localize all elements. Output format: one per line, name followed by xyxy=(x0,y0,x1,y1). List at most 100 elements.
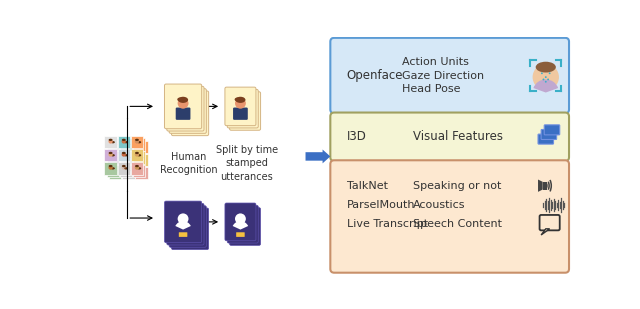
Circle shape xyxy=(135,165,139,170)
Bar xyxy=(131,149,143,161)
FancyBboxPatch shape xyxy=(330,160,569,273)
Circle shape xyxy=(126,170,131,174)
Bar xyxy=(104,149,117,161)
Circle shape xyxy=(126,157,131,161)
Bar xyxy=(109,154,122,166)
FancyBboxPatch shape xyxy=(164,84,202,129)
Polygon shape xyxy=(538,180,543,192)
Ellipse shape xyxy=(111,141,115,143)
Bar xyxy=(118,136,130,148)
Circle shape xyxy=(122,152,126,157)
FancyBboxPatch shape xyxy=(225,203,256,241)
Text: I3D: I3D xyxy=(347,130,367,143)
Ellipse shape xyxy=(124,154,128,156)
Ellipse shape xyxy=(124,141,128,143)
FancyBboxPatch shape xyxy=(167,86,204,131)
Ellipse shape xyxy=(140,143,143,146)
Circle shape xyxy=(140,144,144,148)
Bar xyxy=(136,141,148,153)
Circle shape xyxy=(178,214,189,224)
Bar xyxy=(122,141,134,153)
FancyBboxPatch shape xyxy=(538,134,554,144)
Circle shape xyxy=(108,165,113,170)
Ellipse shape xyxy=(109,139,113,141)
FancyBboxPatch shape xyxy=(167,203,204,245)
Polygon shape xyxy=(543,182,547,189)
Circle shape xyxy=(137,155,141,159)
Ellipse shape xyxy=(127,143,131,146)
Bar xyxy=(136,167,148,179)
Text: Head Pose: Head Pose xyxy=(402,84,460,95)
FancyBboxPatch shape xyxy=(330,112,569,161)
FancyBboxPatch shape xyxy=(227,205,259,243)
Ellipse shape xyxy=(135,152,139,154)
Ellipse shape xyxy=(127,156,131,159)
Circle shape xyxy=(108,139,113,144)
Circle shape xyxy=(545,76,547,78)
Wedge shape xyxy=(233,221,248,230)
Ellipse shape xyxy=(113,170,117,172)
Circle shape xyxy=(124,142,128,146)
FancyBboxPatch shape xyxy=(169,89,206,133)
FancyBboxPatch shape xyxy=(236,232,244,237)
Circle shape xyxy=(137,142,141,146)
FancyBboxPatch shape xyxy=(230,208,260,245)
Ellipse shape xyxy=(124,167,128,170)
Circle shape xyxy=(111,168,115,172)
FancyBboxPatch shape xyxy=(230,92,260,130)
Bar xyxy=(107,138,119,151)
Text: ParselMouth: ParselMouth xyxy=(347,200,415,210)
Bar xyxy=(131,162,143,175)
Text: Speaking or not: Speaking or not xyxy=(413,181,502,191)
Bar xyxy=(107,151,119,164)
Circle shape xyxy=(111,155,115,159)
Circle shape xyxy=(547,78,549,80)
Circle shape xyxy=(543,78,545,80)
FancyBboxPatch shape xyxy=(172,91,209,136)
Polygon shape xyxy=(541,229,550,235)
Text: Acoustics: Acoustics xyxy=(413,200,466,210)
FancyBboxPatch shape xyxy=(179,232,188,237)
Circle shape xyxy=(122,165,126,170)
Bar xyxy=(122,154,134,166)
Circle shape xyxy=(235,98,246,109)
Bar xyxy=(107,164,119,177)
Text: Speech Content: Speech Content xyxy=(413,219,502,229)
FancyBboxPatch shape xyxy=(233,108,248,120)
FancyBboxPatch shape xyxy=(544,125,560,135)
Text: Human
Recognition: Human Recognition xyxy=(160,152,218,175)
Bar xyxy=(120,151,132,164)
Circle shape xyxy=(140,157,144,161)
Circle shape xyxy=(108,152,113,157)
Ellipse shape xyxy=(111,167,115,170)
Text: Gaze Direction: Gaze Direction xyxy=(402,70,484,81)
Circle shape xyxy=(124,155,128,159)
Ellipse shape xyxy=(138,154,141,156)
Text: Openface: Openface xyxy=(347,69,403,82)
Circle shape xyxy=(135,152,139,157)
Circle shape xyxy=(122,139,126,144)
FancyBboxPatch shape xyxy=(330,38,569,113)
Circle shape xyxy=(541,72,543,74)
Circle shape xyxy=(235,214,246,224)
Ellipse shape xyxy=(122,139,125,141)
Ellipse shape xyxy=(235,98,240,101)
Ellipse shape xyxy=(111,154,115,156)
Bar xyxy=(133,151,145,164)
Circle shape xyxy=(126,144,131,148)
Bar xyxy=(118,149,130,161)
Circle shape xyxy=(113,170,117,174)
Text: Visual Features: Visual Features xyxy=(413,130,503,143)
Ellipse shape xyxy=(140,156,143,159)
Bar xyxy=(109,141,122,153)
Ellipse shape xyxy=(122,152,125,154)
Text: Split by time
stamped
utterances: Split by time stamped utterances xyxy=(216,145,278,182)
Ellipse shape xyxy=(536,62,556,73)
Ellipse shape xyxy=(140,170,143,172)
Bar xyxy=(133,138,145,151)
Bar xyxy=(136,154,148,166)
Wedge shape xyxy=(533,79,558,92)
FancyBboxPatch shape xyxy=(176,108,191,120)
Circle shape xyxy=(111,142,115,146)
Ellipse shape xyxy=(113,156,117,159)
